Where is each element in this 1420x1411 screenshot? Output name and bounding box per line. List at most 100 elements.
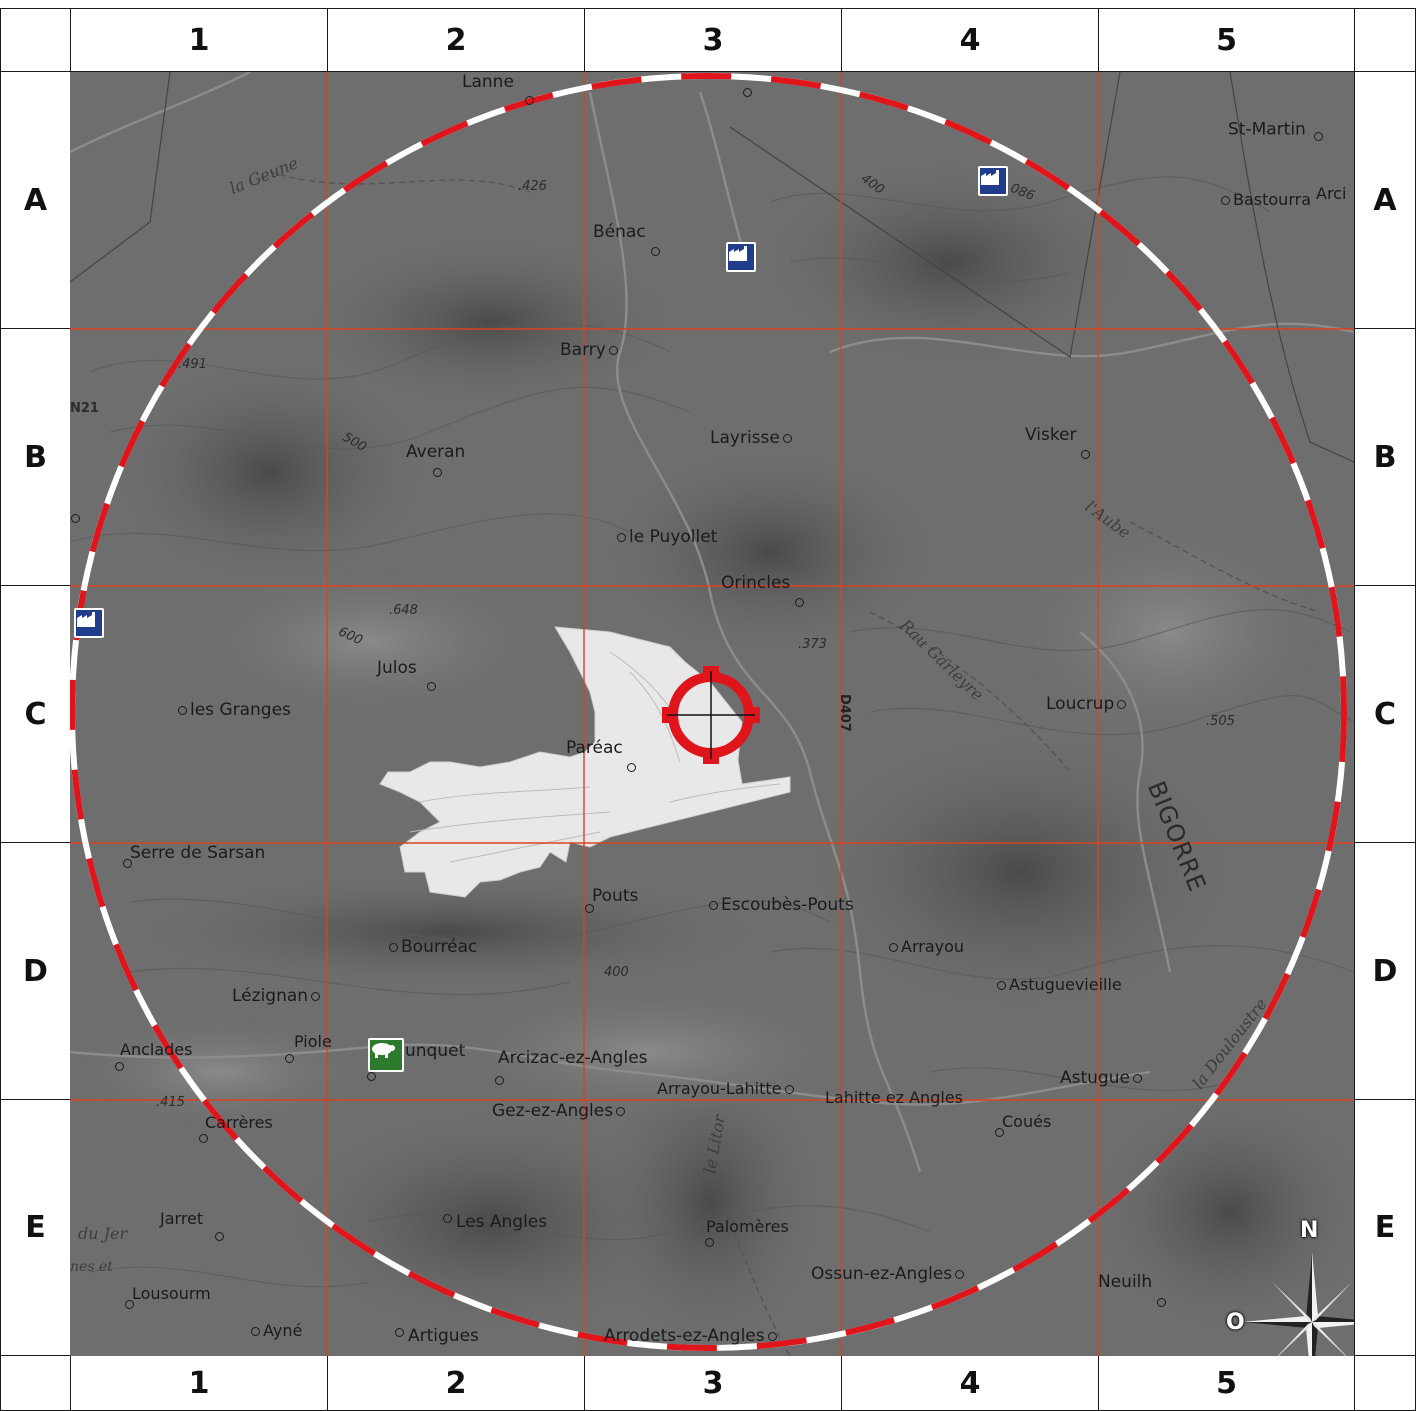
elevation-648: .648 xyxy=(389,603,418,618)
place-astugue: Astugue xyxy=(1060,1070,1145,1087)
col-header-top-4: 4 xyxy=(841,8,1099,72)
place-averan: Averan xyxy=(406,442,466,462)
place-palomeres: Palomères xyxy=(706,1217,789,1236)
place-lezignan: Lézignan xyxy=(232,988,323,1005)
place-benac: Bénac xyxy=(593,222,646,242)
header-corner-top-left xyxy=(0,8,71,72)
factory-icon[interactable] xyxy=(978,166,1008,196)
row-header-left-A: A xyxy=(0,71,71,329)
place-barry: Barry xyxy=(560,342,621,359)
place-ayne: Ayné xyxy=(248,1323,302,1339)
header-corner-bottom-right xyxy=(1354,1355,1416,1411)
place-artigues: Artigues xyxy=(392,1328,479,1345)
place-carreres: Carrères xyxy=(205,1113,273,1132)
place-dot xyxy=(430,464,445,481)
place-bastourra: Bastourra xyxy=(1218,192,1311,208)
row-header-right-B: B xyxy=(1354,328,1416,586)
row-header-left-D: D xyxy=(0,842,71,1100)
grid-lines xyxy=(70,72,1354,1356)
factory-icon[interactable] xyxy=(74,608,104,638)
col-header-top-5: 5 xyxy=(1098,8,1355,72)
road-n21: N21 xyxy=(70,401,99,416)
place-piole: Piole xyxy=(294,1032,332,1051)
farm-pig-icon[interactable] xyxy=(368,1038,404,1072)
row-header-left-C: C xyxy=(0,585,71,843)
factory-icon-glyph xyxy=(981,170,999,185)
elevation-426: .426 xyxy=(518,179,547,194)
elevation-373: .373 xyxy=(798,637,827,652)
place-st-martin: St-Martin xyxy=(1228,118,1326,141)
place-visker: Visker xyxy=(1025,425,1077,445)
place-ossun: Ossun-ez-Angles xyxy=(811,1266,967,1283)
row-header-right-D: D xyxy=(1354,842,1416,1100)
row-header-right-A: A xyxy=(1354,71,1416,329)
road-d407: D407 xyxy=(837,694,852,732)
col-header-top-2: 2 xyxy=(327,8,585,72)
place-dot xyxy=(112,1058,127,1075)
roads xyxy=(70,72,1354,1173)
elevation-415: .415 xyxy=(156,1095,185,1110)
place-lanne: Lanne xyxy=(462,72,514,92)
col-header-bottom-4: 4 xyxy=(841,1355,1099,1411)
place-le-puyollet: le Puyollet xyxy=(614,529,717,546)
row-header-right-E: E xyxy=(1354,1099,1416,1356)
place-astuguevieille: Astuguevieille xyxy=(994,977,1122,993)
terrain-layer xyxy=(70,72,1354,1356)
place-dot xyxy=(70,510,83,527)
place-dot xyxy=(702,1234,717,1251)
place-dot xyxy=(522,92,537,109)
place-julos: Julos xyxy=(377,658,417,678)
zone-contours xyxy=(409,651,781,863)
terrain-map[interactable]: Lanne Bénac St-Martin Bastourra Arci Bar… xyxy=(70,72,1354,1356)
row-header-right-C: C xyxy=(1354,585,1416,843)
place-arrayou-lahitte: Arrayou-Lahitte xyxy=(657,1081,797,1097)
place-dot xyxy=(282,1050,297,1067)
place-escoubes-pouts: Escoubès-Pouts xyxy=(706,897,854,914)
row-header-left-E: E xyxy=(0,1099,71,1356)
col-header-bottom-5: 5 xyxy=(1098,1355,1355,1411)
place-dot xyxy=(740,84,755,101)
place-lahitte: Lahitte ez Angles xyxy=(825,1088,963,1107)
place-neuilh: Neuilh xyxy=(1098,1272,1153,1292)
place-dot xyxy=(196,1130,211,1147)
river-du-jer: du Jer xyxy=(78,1224,128,1243)
place-anclades: Anclades xyxy=(120,1040,193,1059)
place-pouts: Pouts xyxy=(584,888,638,913)
compass-rose-icon: N S O E xyxy=(1220,1218,1354,1356)
elevation-491: .491 xyxy=(178,357,207,372)
place-loucrup: Loucrup xyxy=(1046,696,1129,713)
factory-icon-glyph xyxy=(77,612,95,627)
place-lousourm: Lousourm xyxy=(122,1286,211,1309)
contour-lines xyxy=(70,176,1354,1288)
place-arcizac: Arcizac-ez-Angles xyxy=(498,1048,648,1068)
factory-icon[interactable] xyxy=(726,242,756,272)
col-header-top-3: 3 xyxy=(584,8,842,72)
target-crosshair-icon[interactable] xyxy=(662,666,760,764)
header-corner-bottom-left xyxy=(0,1355,71,1411)
place-orincles: Orincles xyxy=(721,573,791,593)
river-nes-et: nes et xyxy=(70,1259,113,1275)
place-les-granges: les Granges xyxy=(175,702,291,719)
compass-west-label: O xyxy=(1226,1310,1245,1335)
header-corner-top-right xyxy=(1354,8,1416,72)
col-header-bottom-1: 1 xyxy=(70,1355,328,1411)
range-ring-dashes xyxy=(70,73,1347,1351)
place-les-angles: Les Angles xyxy=(440,1214,547,1231)
place-gez: Gez-ez-Angles xyxy=(492,1103,628,1120)
place-unquet: unquet xyxy=(405,1041,466,1061)
compass-rose-glyph xyxy=(1242,1252,1354,1356)
place-arrodets: Arrodets-ez-Angles xyxy=(604,1328,780,1345)
place-jarret: Jarret xyxy=(160,1209,204,1228)
relief-shading xyxy=(70,152,1354,1356)
pig-icon-glyph xyxy=(372,1043,395,1058)
elevation-505: .505 xyxy=(1206,714,1235,729)
place-dot xyxy=(1078,446,1093,463)
place-dot xyxy=(624,759,639,776)
compass-north-label: N xyxy=(1300,1218,1319,1243)
col-header-bottom-3: 3 xyxy=(584,1355,842,1411)
factory-icon-glyph xyxy=(729,246,747,261)
boundary-lines xyxy=(70,72,1354,463)
place-layrisse: Layrisse xyxy=(710,430,795,447)
row-header-left-B: B xyxy=(0,328,71,586)
